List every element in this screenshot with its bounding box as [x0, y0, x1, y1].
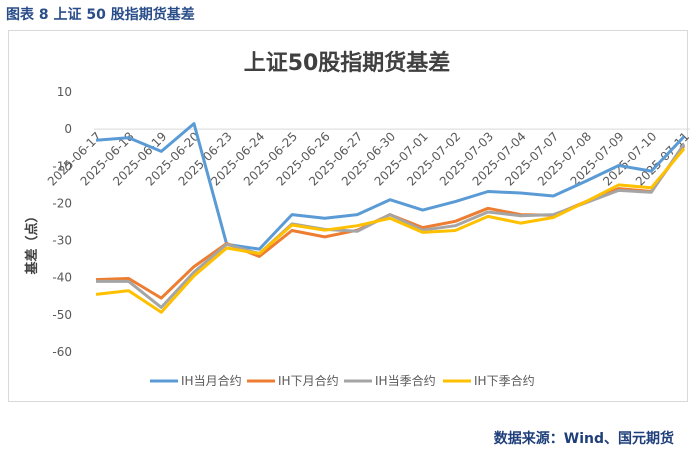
y-tick-label: -30	[52, 234, 72, 248]
source-note: 数据来源：Wind、国元期货	[493, 431, 674, 447]
figure-caption: 图表 8 上证 50 股指期货基差	[6, 7, 195, 23]
legend-label: IH当月合约	[181, 373, 242, 388]
chart-title: 上证50股指期货基差	[244, 50, 451, 76]
legend-label: IH当季合约	[375, 373, 436, 388]
y-tick-label: -10	[52, 159, 72, 173]
series-line-4	[95, 147, 686, 314]
y-tick-label: -40	[52, 271, 72, 285]
series-lines	[95, 122, 686, 314]
x-axis-ticks: 2025-06-172025-06-182025-06-192025-06-20…	[45, 129, 692, 188]
series-line-1	[95, 122, 686, 251]
y-tick-label: 10	[57, 85, 72, 99]
legend-label: IH下月合约	[278, 373, 339, 388]
legend: IH当月合约 IH下月合约 IH当季合约 IH下季合约	[150, 373, 535, 388]
y-tick-label: 0	[64, 122, 72, 136]
y-axis-label: 基差（点）	[24, 209, 40, 275]
legend-label: IH下季合约	[474, 373, 535, 388]
y-tick-label: -20	[52, 196, 72, 210]
y-tick-label: -50	[52, 308, 72, 322]
y-tick-label: -60	[52, 345, 72, 359]
y-axis-ticks: 10 0 -10 -20 -30 -40 -50 -60	[52, 85, 72, 359]
